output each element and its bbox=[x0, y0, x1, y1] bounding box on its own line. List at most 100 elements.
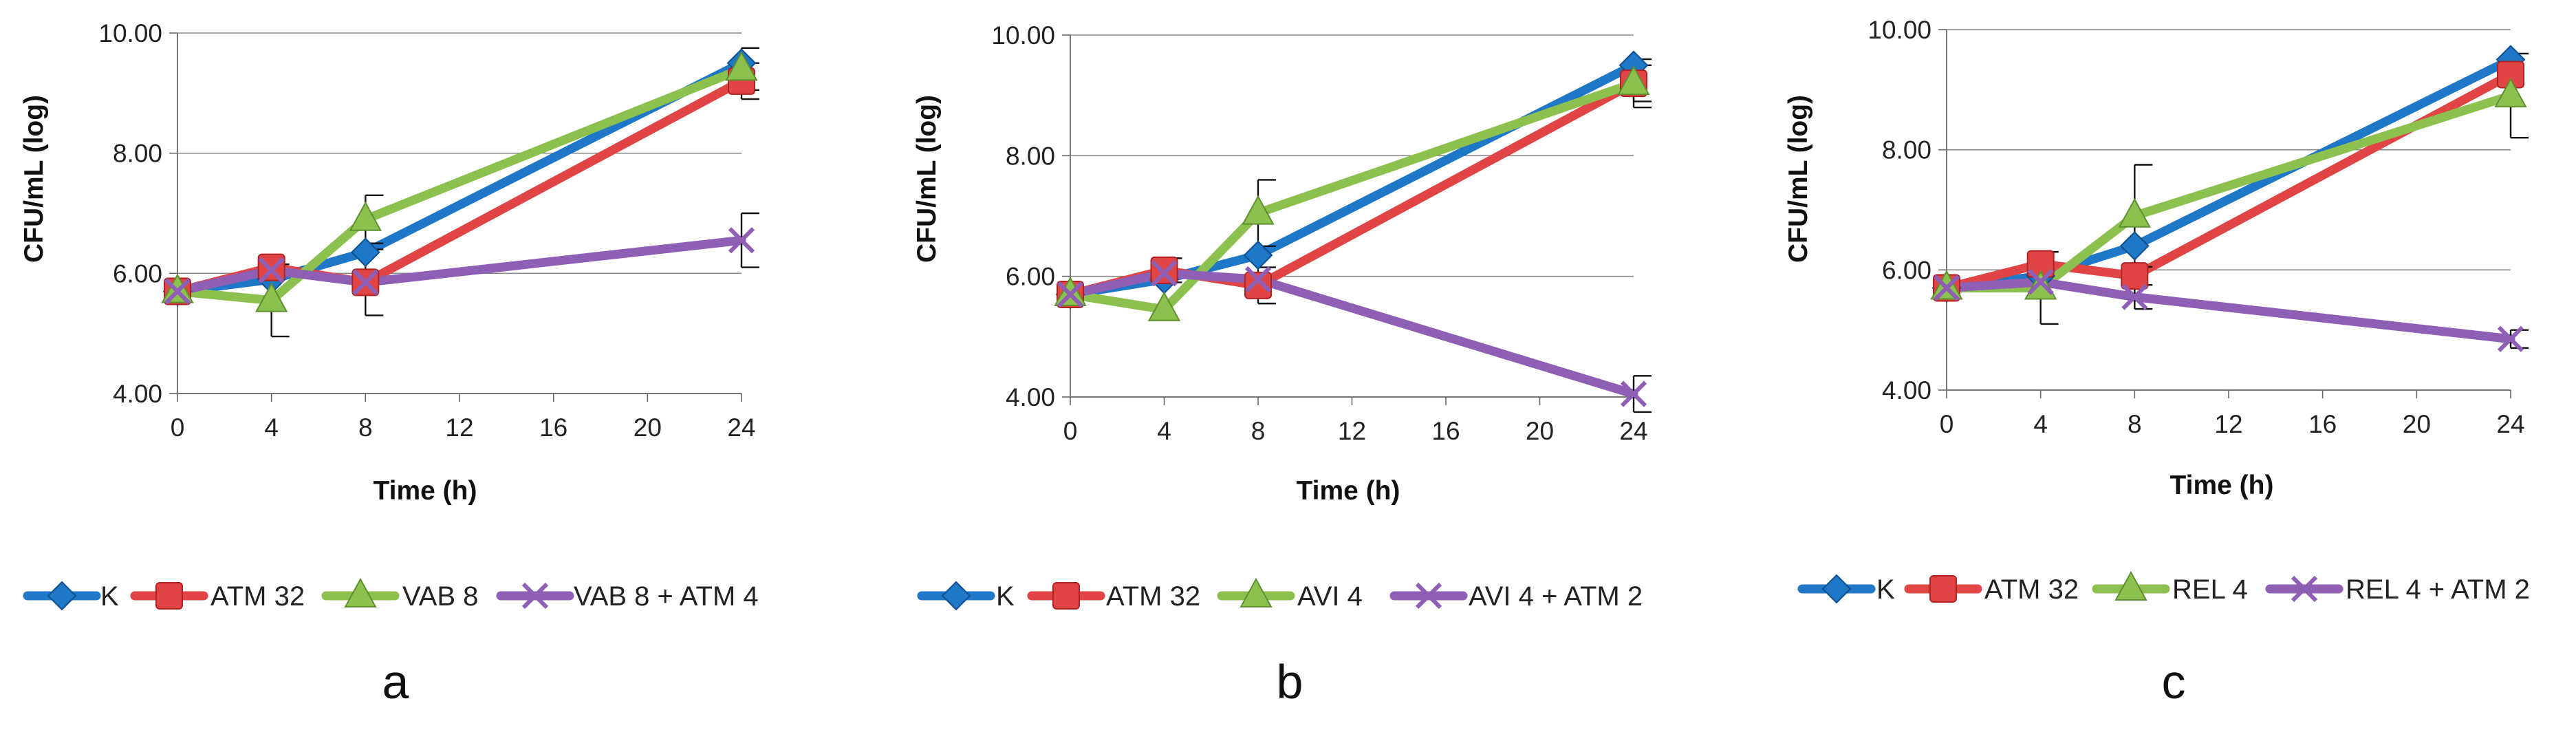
y-tick-label-b-1: 6.00 bbox=[1006, 263, 1055, 291]
data-point-a-2-3 bbox=[725, 51, 758, 81]
x-tick-label-b-1: 4 bbox=[1157, 417, 1171, 445]
data-point-b-1-2 bbox=[1244, 271, 1272, 299]
legend-item-c-0: K bbox=[1797, 574, 1895, 605]
series-line-c-3 bbox=[1942, 277, 2515, 344]
x-tick-label-a-4: 16 bbox=[539, 413, 567, 442]
legend-label-a-1: ATM 32 bbox=[210, 581, 305, 612]
legend-item-a-3: VAB 8 + ATM 4 bbox=[496, 581, 759, 612]
data-point-a-3-2-stroke-2 bbox=[352, 269, 379, 296]
legend-item-c-3: REL 4 + ATM 2 bbox=[2265, 574, 2530, 605]
y-tick-label-a-1: 6.00 bbox=[113, 259, 162, 288]
data-point-b-3-0-stroke-2 bbox=[1057, 281, 1084, 308]
y-tick-label-b-0: 4.00 bbox=[1006, 383, 1055, 411]
plot-area-a: 4.00 6.00 8.00 10.00 0 4 8 12 16 20 24 bbox=[98, 19, 759, 442]
data-point-c-3-3-stroke-2 bbox=[2497, 325, 2524, 352]
x-tick-label-c-4: 16 bbox=[2308, 410, 2337, 438]
data-point-a-3-3 bbox=[728, 227, 755, 254]
y-axis-title-c: CFU/mL (log) bbox=[1784, 95, 1813, 263]
legend-label-b-3: AVI 4 + ATM 2 bbox=[1469, 581, 1643, 612]
legend-item-c-2: REL 4 bbox=[2092, 570, 2248, 605]
data-point-a-0-2 bbox=[350, 237, 380, 268]
legend-item-c-1: ATM 32 bbox=[1904, 574, 2079, 605]
plot-area-c: 4.00 6.00 8.00 10.00 0 4 8 12 16 20 24 bbox=[1868, 16, 2529, 438]
data-point-a-3-0 bbox=[164, 278, 191, 305]
data-point-b-3-0 bbox=[1057, 281, 1084, 308]
legend-item-a-0: K bbox=[23, 581, 119, 612]
data-point-c-0-2 bbox=[2119, 230, 2150, 261]
series-line-b-3 bbox=[1065, 268, 1638, 399]
legend-item-a-2: VAB 8 bbox=[321, 577, 478, 612]
x-tick-label-c-3: 12 bbox=[2214, 410, 2242, 438]
x-tick-label-a-2: 8 bbox=[358, 413, 373, 442]
y-tick-label-a-0: 4.00 bbox=[113, 380, 162, 408]
x-tick-label-c-2: 8 bbox=[2128, 410, 2142, 438]
data-point-b-3-3-stroke-2 bbox=[1620, 380, 1647, 407]
x-tick-label-b-0: 0 bbox=[1063, 417, 1078, 445]
data-point-b-3-1-stroke-2 bbox=[1151, 260, 1178, 287]
y-tick-label-b-3: 10.00 bbox=[991, 21, 1055, 50]
y-axis-title-a: CFU/mL (log) bbox=[19, 95, 49, 263]
legend-swatch-marker-a-1 bbox=[155, 582, 183, 610]
legend-label-c-1: ATM 32 bbox=[1984, 574, 2079, 605]
legend-swatch-marker-a-3 bbox=[521, 582, 549, 610]
x-tick-label-a-5: 20 bbox=[634, 413, 662, 442]
legend-swatch-marker-a-0 bbox=[47, 581, 77, 611]
x-axis-title-b: Time (h) bbox=[1297, 476, 1400, 506]
y-tick-label-c-2: 8.00 bbox=[1882, 136, 1931, 164]
legend-label-c-3: REL 4 + ATM 2 bbox=[2346, 574, 2530, 605]
data-point-c-3-0 bbox=[1933, 274, 1960, 301]
data-point-c-3-2-stroke-2 bbox=[2121, 283, 2148, 310]
panel-label-a: a bbox=[382, 655, 409, 709]
legend-swatch-marker-a-3-stroke-2 bbox=[521, 582, 549, 610]
data-point-b-1-1 bbox=[1150, 256, 1178, 284]
data-point-c-3-1-stroke-2 bbox=[2027, 268, 2054, 295]
series-line-a-2 bbox=[173, 64, 746, 305]
y-axis-title-b: CFU/mL (log) bbox=[912, 95, 942, 263]
series-line-c-1 bbox=[1942, 70, 2515, 293]
legend-label-a-3: VAB 8 + ATM 4 bbox=[574, 581, 759, 612]
data-point-a-3-1-stroke-2 bbox=[258, 257, 285, 284]
data-point-b-3-3 bbox=[1620, 380, 1647, 407]
data-point-b-2-1 bbox=[1147, 291, 1181, 321]
data-point-c-2-3 bbox=[2494, 77, 2527, 108]
x-tick-label-a-6: 24 bbox=[727, 413, 755, 442]
data-point-b-3-2-stroke-2 bbox=[1244, 266, 1272, 293]
series-line-a-3 bbox=[173, 235, 746, 297]
data-point-a-1-1 bbox=[257, 253, 285, 281]
data-point-a-2-2 bbox=[349, 201, 382, 231]
x-tick-label-a-1: 4 bbox=[264, 413, 279, 442]
legend-item-b-1: ATM 32 bbox=[1027, 581, 1200, 612]
legend-item-a-1: ATM 32 bbox=[130, 581, 305, 612]
legend-swatch-marker-c-0 bbox=[1821, 574, 1852, 604]
x-tick-label-b-6: 24 bbox=[1619, 417, 1647, 445]
x-tick-label-b-5: 20 bbox=[1526, 417, 1554, 445]
legend-swatch-marker-b-0 bbox=[941, 581, 971, 611]
data-point-b-2-3 bbox=[1617, 65, 1650, 96]
chart-panel-b: CFU/mL (log) Time (h) b 4.00 6.00 8.00 10.0… bbox=[912, 21, 1652, 709]
legend-swatch-marker-b-3 bbox=[1415, 582, 1442, 610]
data-point-c-2-2 bbox=[2118, 197, 2152, 228]
series-line-b-2 bbox=[1065, 78, 1638, 314]
x-tick-label-c-1: 4 bbox=[2033, 410, 2048, 438]
data-point-b-3-1 bbox=[1151, 260, 1178, 287]
x-tick-label-c-5: 20 bbox=[2403, 410, 2431, 438]
legend-swatch-marker-a-2 bbox=[344, 577, 377, 607]
panel-label-c: c bbox=[2162, 655, 2186, 709]
legend-item-b-3: AVI 4 + ATM 2 bbox=[1389, 581, 1643, 612]
x-tick-label-c-6: 24 bbox=[2496, 410, 2524, 438]
panel-label-b: b bbox=[1277, 655, 1303, 709]
data-point-c-3-3 bbox=[2497, 325, 2524, 352]
data-point-a-3-3-stroke-2 bbox=[728, 227, 755, 254]
y-tick-label-b-2: 8.00 bbox=[1006, 142, 1055, 170]
legend-label-b-1: ATM 32 bbox=[1106, 581, 1200, 612]
legend-b: K ATM 32 AVI 4 AVI 4 + ATM 2 bbox=[917, 577, 1643, 612]
data-point-a-2-1 bbox=[255, 282, 288, 312]
x-tick-label-b-4: 16 bbox=[1431, 417, 1460, 445]
legend-swatch-marker-b-1 bbox=[1052, 582, 1080, 610]
data-point-c-1-2 bbox=[2121, 262, 2149, 290]
legend-swatch-marker-b-3-stroke-2 bbox=[1415, 582, 1442, 610]
data-point-c-3-1 bbox=[2027, 268, 2054, 295]
legend-label-b-0: K bbox=[996, 581, 1015, 612]
x-tick-label-a-3: 12 bbox=[445, 413, 473, 442]
